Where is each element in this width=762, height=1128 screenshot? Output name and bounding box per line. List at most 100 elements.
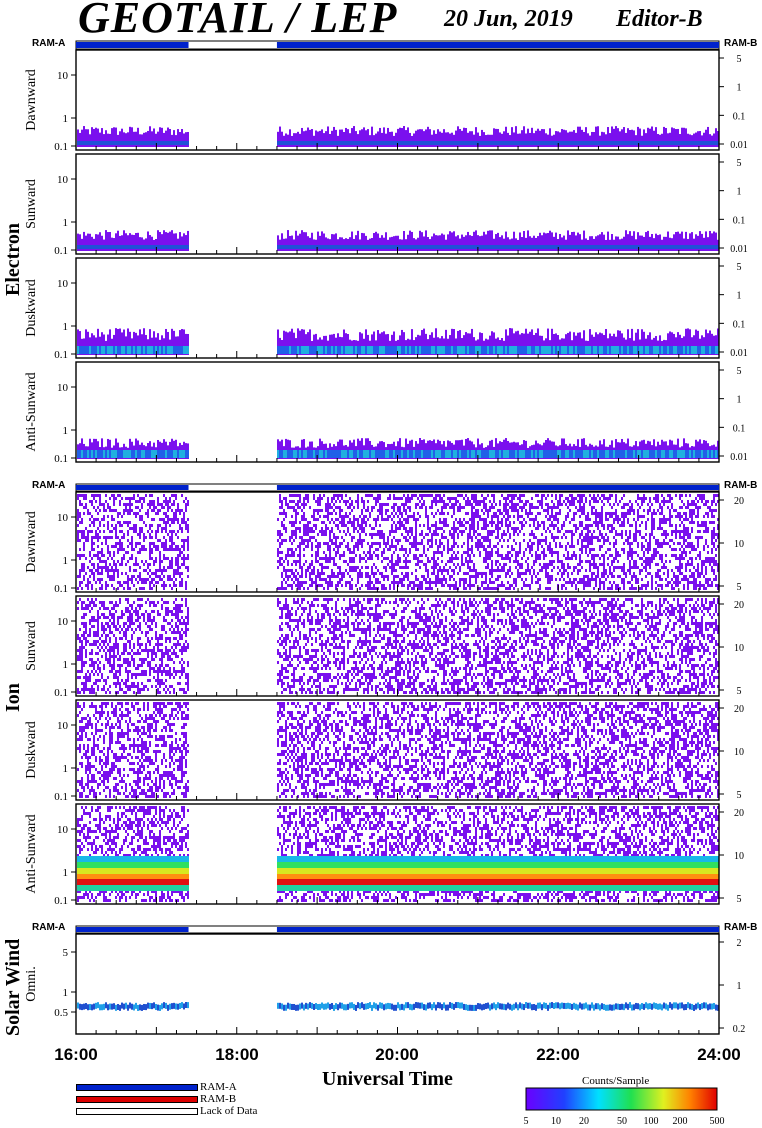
ion-pixel xyxy=(453,572,455,575)
ion-pixel xyxy=(401,503,403,506)
ion-pixel xyxy=(465,521,467,524)
ion-pixel xyxy=(441,569,443,572)
ion-pixel xyxy=(77,539,79,542)
electron-pixel xyxy=(359,440,361,459)
right-tick-label: 0.01 xyxy=(730,244,748,255)
ion-pixel xyxy=(139,575,141,578)
electron-pixel xyxy=(665,245,667,249)
electron-pixel xyxy=(279,126,281,147)
electron-pixel xyxy=(91,236,93,251)
ion-pixel xyxy=(381,575,383,578)
ion-pixel xyxy=(315,500,317,503)
ion-pixel xyxy=(479,587,481,590)
electron-pixel xyxy=(365,130,367,147)
electron-pixel xyxy=(279,141,281,145)
ion-pixel xyxy=(453,539,455,542)
ion-pixel xyxy=(391,539,393,542)
ion-pixel xyxy=(339,494,341,497)
ion-pixel xyxy=(483,518,485,521)
electron-pixel xyxy=(339,245,341,249)
electron-pixel xyxy=(131,450,133,458)
ion-pixel xyxy=(357,542,359,545)
ion-pixel xyxy=(109,578,111,581)
ion-pixel xyxy=(317,572,319,575)
ion-pixel xyxy=(469,527,471,530)
ion-pixel xyxy=(123,554,125,557)
ion-pixel xyxy=(139,572,141,575)
ion-pixel xyxy=(349,518,351,521)
ion-pixel xyxy=(151,503,153,506)
ion-pixel xyxy=(427,569,429,572)
ion-pixel xyxy=(327,560,329,563)
ion-pixel xyxy=(121,548,123,551)
ion-pixel xyxy=(299,521,301,524)
ion-pixel xyxy=(171,494,173,497)
electron-pixel xyxy=(93,238,95,251)
ion-pixel xyxy=(499,575,501,578)
ion-pixel xyxy=(415,536,417,539)
electron-pixel xyxy=(95,141,97,145)
ion-pixel xyxy=(389,497,391,500)
electron-pixel xyxy=(469,450,471,458)
electron-pixel xyxy=(655,127,657,147)
ion-pixel xyxy=(363,518,365,521)
electron-pixel xyxy=(95,438,97,459)
electron-pixel xyxy=(559,234,561,251)
ion-pixel xyxy=(297,503,299,506)
electron-pixel xyxy=(597,346,599,354)
ion-pixel xyxy=(167,503,169,506)
ion-pixel xyxy=(329,539,331,542)
electron-pixel xyxy=(427,450,429,458)
electron-pixel xyxy=(179,232,181,251)
electron-pixel xyxy=(469,235,471,251)
electron-pixel xyxy=(183,346,185,354)
electron-pixel xyxy=(607,245,609,249)
electron-pixel xyxy=(589,245,591,249)
electron-pixel xyxy=(167,141,169,145)
electron-pixel xyxy=(713,245,715,249)
ion-pixel xyxy=(515,494,517,497)
electron-pixel xyxy=(571,232,573,251)
ion-pixel xyxy=(365,560,367,563)
ion-pixel xyxy=(317,545,319,548)
electron-pixel xyxy=(711,346,713,354)
ion-pixel xyxy=(379,497,381,500)
ion-pixel xyxy=(327,500,329,503)
ion-pixel xyxy=(509,566,511,569)
ion-pixel xyxy=(373,542,375,545)
electron-pixel xyxy=(357,134,359,147)
ion-pixel xyxy=(117,551,119,554)
electron-pixel xyxy=(461,245,463,249)
panel-y-label: Sunward xyxy=(24,179,39,229)
electron-pixel xyxy=(371,126,373,147)
electron-pixel xyxy=(151,141,153,145)
ion-pixel xyxy=(181,521,183,524)
electron-pixel xyxy=(485,450,487,458)
electron-pixel xyxy=(153,331,155,355)
electron-pixel xyxy=(301,245,303,249)
electron-pixel xyxy=(675,231,677,251)
electron-pixel xyxy=(157,439,159,459)
ion-pixel xyxy=(353,530,355,533)
electron-pixel xyxy=(535,130,537,147)
ion-pixel xyxy=(177,536,179,539)
ion-pixel xyxy=(77,530,79,533)
electron-pixel xyxy=(385,133,387,147)
ion-pixel xyxy=(157,581,159,584)
ion-pixel xyxy=(505,518,507,521)
electron-pixel xyxy=(449,346,451,354)
ion-pixel xyxy=(319,497,321,500)
ion-pixel xyxy=(383,533,385,536)
ion-pixel xyxy=(325,542,327,545)
ion-pixel xyxy=(339,569,341,572)
ion-pixel xyxy=(309,566,311,569)
ion-pixel xyxy=(111,509,113,512)
ion-pixel xyxy=(101,554,103,557)
ion-pixel xyxy=(499,554,501,557)
electron-pixel xyxy=(505,438,507,459)
electron-pixel xyxy=(401,346,403,354)
ion-pixel xyxy=(399,524,401,527)
ion-pixel xyxy=(505,524,507,527)
ion-pixel xyxy=(153,542,155,545)
ion-pixel xyxy=(447,584,449,587)
